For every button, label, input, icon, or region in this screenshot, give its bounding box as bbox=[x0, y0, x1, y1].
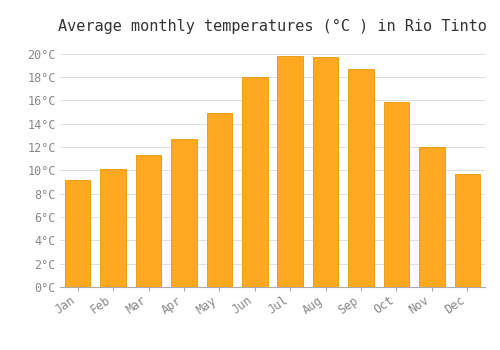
Bar bbox=[242, 77, 268, 287]
Bar bbox=[136, 155, 162, 287]
Bar bbox=[206, 113, 232, 287]
Title: Average monthly temperatures (°C ) in Rio Tinto: Average monthly temperatures (°C ) in Ri… bbox=[58, 19, 487, 34]
Bar bbox=[65, 180, 90, 287]
Bar bbox=[348, 69, 374, 287]
Bar bbox=[384, 102, 409, 287]
Bar bbox=[171, 139, 196, 287]
Bar bbox=[454, 174, 480, 287]
Bar bbox=[278, 56, 303, 287]
Bar bbox=[313, 57, 338, 287]
Bar bbox=[100, 169, 126, 287]
Bar bbox=[419, 147, 444, 287]
